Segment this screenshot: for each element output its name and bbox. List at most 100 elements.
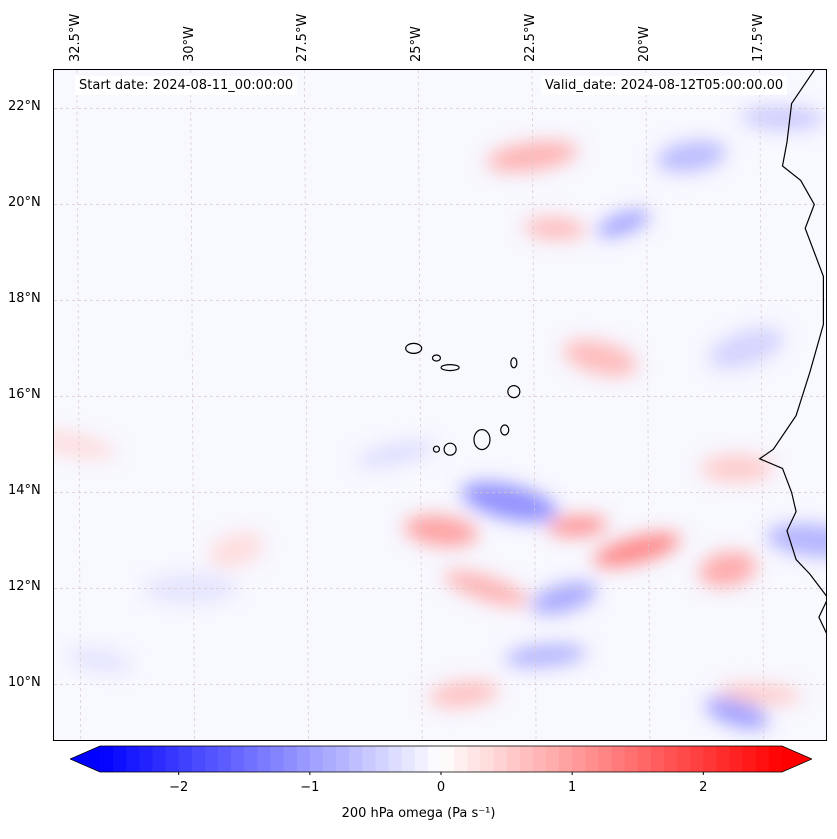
meridian-line (76, 70, 82, 740)
positive-omega-patch (699, 551, 757, 587)
africa-coastline (758, 70, 826, 634)
meridian-line (759, 70, 765, 740)
gridlines (54, 70, 826, 740)
colorbar-label: 200 hPa omega (Pa s⁻¹) (341, 806, 496, 821)
cape-verde-island (473, 429, 491, 451)
map-canvas (54, 70, 826, 740)
start-date-label: Start date: 2024-08-11_00:00:00 (75, 76, 298, 95)
colorbar-segment (585, 746, 599, 772)
colorbar-segment (663, 746, 678, 772)
colorbar-segment (165, 746, 180, 772)
cape-verde-island (500, 424, 510, 436)
meridian-line (190, 70, 195, 740)
colorbar-segment (716, 746, 731, 772)
colorbar-tick-label: 1 (568, 780, 577, 795)
colorbar-segment (309, 746, 324, 772)
colorbar-segment (611, 746, 626, 772)
colorbar-segment (322, 746, 337, 772)
colorbar-segment (519, 746, 534, 772)
meridian-line (645, 70, 651, 740)
lon-tick-label: 20°W (636, 26, 652, 62)
colorbar-segment (362, 746, 376, 772)
colorbar-segment (441, 746, 455, 772)
lon-tick-label: 32.5°W (67, 13, 83, 62)
negative-omega-patch (766, 523, 826, 558)
positive-omega-patch (428, 680, 499, 708)
colorbar-segment (559, 746, 573, 772)
colorbar-segment (375, 746, 390, 772)
colorbar-segment (336, 746, 350, 772)
colorbar-tick-label: −2 (169, 780, 189, 795)
positive-omega-patch (54, 430, 115, 458)
colorbar-segment (283, 746, 298, 772)
negative-omega-patch (705, 697, 769, 729)
colorbar-segment (572, 746, 586, 772)
negative-omega-patch (531, 581, 597, 615)
positive-omega-patch (717, 683, 802, 705)
colorbar-segment (454, 746, 468, 772)
positive-omega-patch (404, 515, 478, 547)
cape-verde-island (443, 442, 457, 456)
colorbar-tick-label: −1 (300, 780, 320, 795)
positive-omega-patch (547, 515, 608, 537)
colorbar-segment (100, 746, 114, 772)
meridian-line (304, 70, 309, 740)
colorbar-segment (126, 746, 140, 772)
colorbar-segment (532, 746, 547, 772)
colorbar-segment (178, 746, 193, 772)
colorbar-segment (677, 746, 691, 772)
colorbar-segment (388, 746, 403, 772)
colorbar-segment (414, 746, 429, 772)
negative-omega-patch (356, 441, 435, 467)
negative-omega-patch (596, 210, 650, 238)
lat-tick-label: 20°N (8, 195, 41, 211)
positive-omega-patch (563, 339, 638, 377)
cape-verde-island (507, 385, 521, 399)
meridian-line (531, 70, 537, 740)
lon-tick-label: 27.5°W (295, 13, 311, 62)
colorbar-segment (296, 746, 311, 772)
colorbar-segment (624, 746, 639, 772)
colorbar-segment (637, 746, 652, 772)
cape-verde-island (431, 354, 442, 362)
negative-omega-patch (740, 105, 825, 131)
omega-field (54, 105, 826, 729)
positive-omega-patch (700, 454, 773, 483)
lat-tick-label: 16°N (8, 387, 41, 403)
positive-omega-patch (523, 217, 586, 240)
cape-verde-island (440, 364, 460, 372)
lat-tick-label: 10°N (8, 675, 41, 691)
colorbar-segment (742, 746, 757, 772)
negative-omega-patch (461, 482, 558, 522)
colorbar-segment (257, 746, 271, 772)
colorbar-segment (218, 746, 232, 772)
colorbar-segment (231, 746, 245, 772)
colorbar-segment (270, 746, 285, 772)
lon-tick-label: 22.5°W (523, 13, 539, 62)
colorbar (70, 745, 812, 775)
lat-tick-label: 18°N (8, 291, 41, 307)
valid-date-label: Valid_date: 2024-08-12T05:00:00.00 (541, 76, 788, 95)
colorbar-segment (493, 746, 508, 772)
positive-omega-patch (593, 532, 681, 568)
positive-omega-patch (486, 141, 578, 172)
colorbar-segment (598, 746, 612, 772)
colorbar-segment (349, 746, 363, 772)
colorbar-tick-label: 0 (436, 780, 446, 795)
colorbar-segment (427, 746, 442, 772)
colorbar-outline (70, 745, 812, 773)
cape-verde-island (432, 445, 441, 453)
cape-verde-island (405, 342, 423, 354)
colorbar-segment (204, 746, 219, 772)
colorbar-segment (244, 746, 258, 772)
colorbar-segment (703, 746, 717, 772)
colorbar-segment (755, 746, 770, 772)
colorbar-segment (467, 746, 481, 772)
lon-tick-label: 17.5°W (750, 13, 766, 62)
colorbar-segment (690, 746, 704, 772)
colorbar-segment (191, 746, 206, 772)
coastlines (405, 70, 826, 634)
map-plot-area (53, 69, 827, 741)
lat-tick-label: 14°N (8, 483, 41, 499)
colorbar-segment (480, 746, 494, 772)
